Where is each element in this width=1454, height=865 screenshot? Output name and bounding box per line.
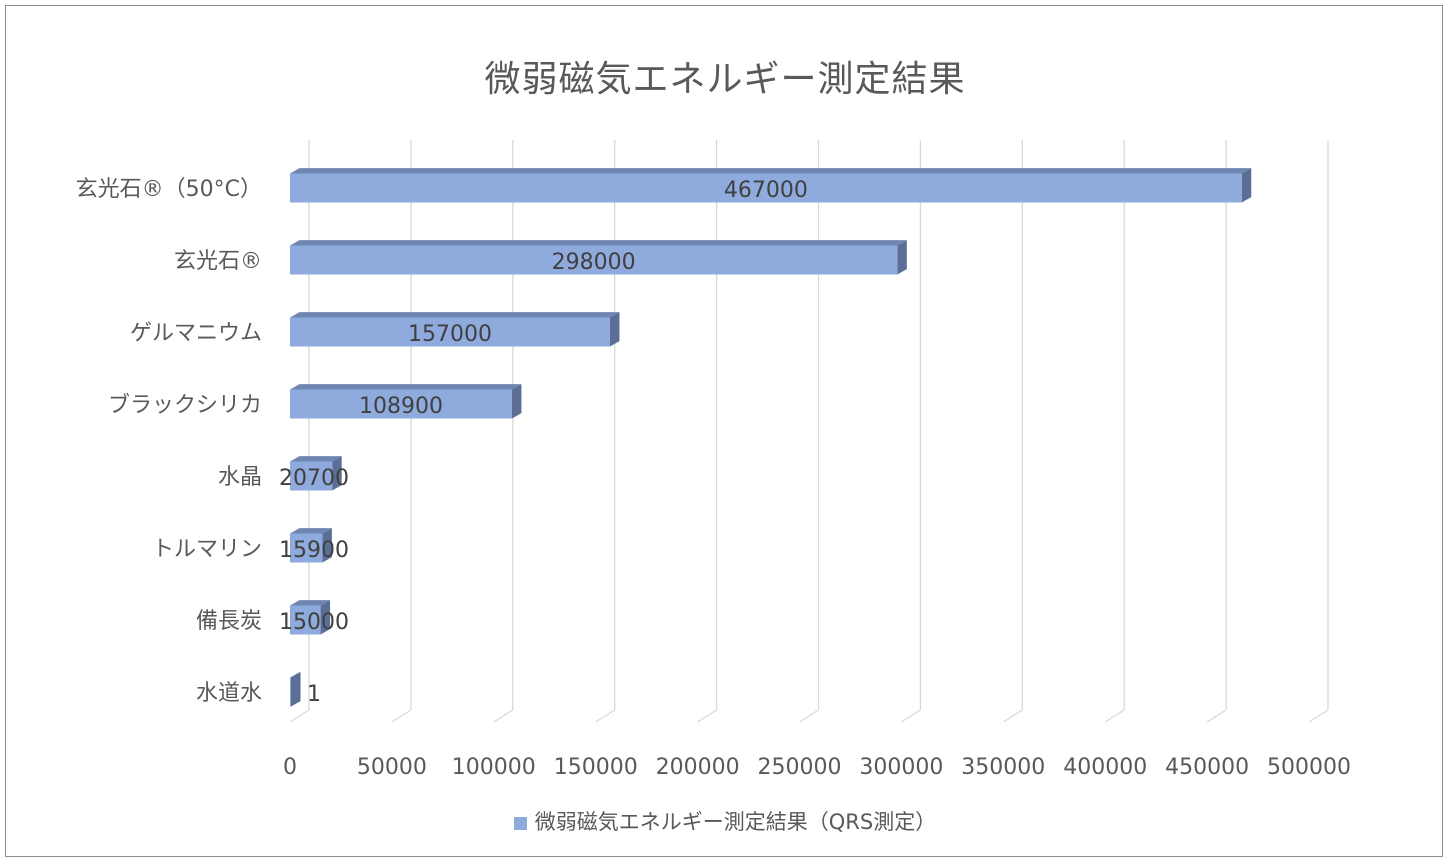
gridline-floor <box>697 709 717 723</box>
x-tick-label: 400000 <box>1063 755 1147 780</box>
data-label: 20700 <box>279 466 349 491</box>
grid-lines <box>289 140 1329 723</box>
gridline-floor <box>391 709 412 723</box>
data-label: 15000 <box>279 610 349 635</box>
chart-plot: 0 50000 100000 150000 200000 250000 300000 3500… <box>76 140 1351 780</box>
bar <box>290 245 898 275</box>
bar <box>290 317 610 347</box>
bar-side <box>320 600 331 635</box>
data-label: 157000 <box>408 322 492 347</box>
gridline-floor <box>493 709 514 723</box>
category-label: 水晶 <box>218 465 262 490</box>
category-label: 備長炭 <box>196 609 262 634</box>
legend-swatch <box>513 817 527 830</box>
gridline-floor <box>595 709 616 723</box>
category-label: 玄光石®（50°C） <box>76 177 262 202</box>
x-tick-label: 50000 <box>357 755 427 780</box>
bar-top <box>290 528 332 534</box>
x-tick-label: 0 <box>283 755 297 780</box>
x-tick-label: 200000 <box>656 755 740 780</box>
bar-side <box>322 528 332 563</box>
data-label: 108900 <box>359 394 443 419</box>
gridline-floor <box>901 709 921 723</box>
bar-side <box>332 456 342 491</box>
category-label: ゲルマニウム <box>130 321 262 346</box>
x-tick-label: 450000 <box>1165 755 1249 780</box>
x-tick-label: 350000 <box>961 755 1045 780</box>
bar-side <box>511 384 522 419</box>
x-tick-label: 150000 <box>554 755 638 780</box>
bar-side <box>897 240 907 275</box>
bar-side <box>609 312 620 347</box>
data-label: 298000 <box>552 250 636 275</box>
bar-top <box>290 384 522 390</box>
x-tick-label: 300000 <box>859 755 943 780</box>
data-label: 467000 <box>724 178 808 203</box>
data-label: 15900 <box>279 538 349 563</box>
gridline-floor <box>1104 709 1125 723</box>
data-label: 1 <box>307 682 321 707</box>
gridline-floor <box>1206 709 1227 723</box>
x-tick-label: 500000 <box>1267 755 1351 780</box>
bar <box>290 533 323 563</box>
bar-top <box>290 312 620 318</box>
gridline-floor <box>1308 709 1329 723</box>
bars <box>290 168 1252 707</box>
bar-side <box>291 672 301 707</box>
bar <box>290 605 321 635</box>
chart-frame: 微弱磁気エネルギー測定結果 0 50000 100000 150000 200000 25… <box>5 5 1443 857</box>
legend: 微弱磁気エネルギー測定結果（QRS測定） <box>6 806 1444 836</box>
bar-top <box>290 240 907 246</box>
category-label: 玄光石® <box>174 249 262 274</box>
category-label: ブラックシリカ <box>108 393 262 418</box>
bar-top <box>290 168 1252 174</box>
bar <box>290 173 1242 203</box>
chart-title: 微弱磁気エネルギー測定結果 <box>484 59 966 100</box>
x-tick-label: 250000 <box>758 755 842 780</box>
bar <box>290 461 333 491</box>
category-label: 水道水 <box>196 681 262 706</box>
bar-top <box>290 456 342 462</box>
gridline-floor <box>799 709 819 723</box>
bar-top <box>290 600 331 606</box>
legend-label: 微弱磁気エネルギー測定結果（QRS測定） <box>534 810 937 834</box>
category-label: トルマリン <box>152 537 262 562</box>
bar-side <box>1241 168 1252 203</box>
bar-top <box>290 672 301 678</box>
gridline-floor <box>289 709 310 723</box>
labels: 0 50000 100000 150000 200000 250000 300000 3500… <box>76 177 1351 780</box>
gridline-floor <box>1002 709 1023 723</box>
bar <box>290 389 512 419</box>
bar <box>290 677 291 707</box>
x-tick-label: 100000 <box>452 755 536 780</box>
